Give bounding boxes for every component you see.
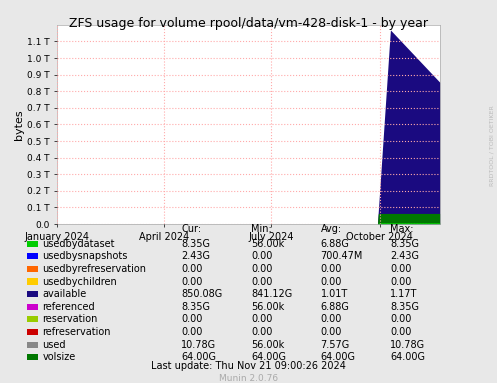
Text: usedbysnapshots: usedbysnapshots (42, 251, 128, 261)
Text: Last update: Thu Nov 21 09:00:26 2024: Last update: Thu Nov 21 09:00:26 2024 (151, 361, 346, 371)
Text: 0.00: 0.00 (321, 314, 342, 324)
Text: Munin 2.0.76: Munin 2.0.76 (219, 374, 278, 383)
Text: usedbychildren: usedbychildren (42, 277, 117, 286)
Text: Min:: Min: (251, 224, 272, 234)
Text: used: used (42, 340, 66, 350)
Text: 0.00: 0.00 (321, 277, 342, 286)
Text: refreservation: refreservation (42, 327, 111, 337)
Text: Max:: Max: (390, 224, 414, 234)
Text: 8.35G: 8.35G (390, 302, 419, 312)
Text: 0.00: 0.00 (251, 264, 272, 274)
Text: 2.43G: 2.43G (181, 251, 210, 261)
Text: 0.00: 0.00 (251, 327, 272, 337)
Text: 56.00k: 56.00k (251, 302, 284, 312)
Text: 0.00: 0.00 (321, 264, 342, 274)
Text: 1.17T: 1.17T (390, 289, 417, 299)
Text: 0.00: 0.00 (181, 314, 203, 324)
Text: 2.43G: 2.43G (390, 251, 419, 261)
Text: usedbydataset: usedbydataset (42, 239, 115, 249)
Text: 64.00G: 64.00G (321, 352, 355, 362)
Text: 0.00: 0.00 (321, 327, 342, 337)
Text: 0.00: 0.00 (251, 314, 272, 324)
Text: 0.00: 0.00 (390, 277, 412, 286)
Text: 0.00: 0.00 (390, 314, 412, 324)
Text: ZFS usage for volume rpool/data/vm-428-disk-1 - by year: ZFS usage for volume rpool/data/vm-428-d… (69, 17, 428, 30)
Text: 841.12G: 841.12G (251, 289, 292, 299)
Text: 0.00: 0.00 (251, 277, 272, 286)
Text: 56.00k: 56.00k (251, 239, 284, 249)
Text: 0.00: 0.00 (390, 327, 412, 337)
Text: 64.00G: 64.00G (251, 352, 286, 362)
Text: 6.88G: 6.88G (321, 239, 349, 249)
Text: 0.00: 0.00 (251, 251, 272, 261)
Text: 6.88G: 6.88G (321, 302, 349, 312)
Text: Cur:: Cur: (181, 224, 201, 234)
Text: 700.47M: 700.47M (321, 251, 363, 261)
Text: 0.00: 0.00 (181, 327, 203, 337)
Text: 0.00: 0.00 (390, 264, 412, 274)
Text: 8.35G: 8.35G (181, 239, 210, 249)
Text: 0.00: 0.00 (181, 277, 203, 286)
Y-axis label: bytes: bytes (14, 109, 24, 140)
Text: reservation: reservation (42, 314, 97, 324)
Text: 0.00: 0.00 (181, 264, 203, 274)
Text: 8.35G: 8.35G (181, 302, 210, 312)
Text: referenced: referenced (42, 302, 95, 312)
Text: volsize: volsize (42, 352, 76, 362)
Text: 1.01T: 1.01T (321, 289, 348, 299)
Text: 56.00k: 56.00k (251, 340, 284, 350)
Text: available: available (42, 289, 86, 299)
Text: 10.78G: 10.78G (181, 340, 217, 350)
Text: 64.00G: 64.00G (390, 352, 425, 362)
Text: 850.08G: 850.08G (181, 289, 223, 299)
Text: usedbyrefreservation: usedbyrefreservation (42, 264, 146, 274)
Text: 10.78G: 10.78G (390, 340, 425, 350)
Text: Avg:: Avg: (321, 224, 342, 234)
Text: 7.57G: 7.57G (321, 340, 350, 350)
Text: 64.00G: 64.00G (181, 352, 216, 362)
Text: 8.35G: 8.35G (390, 239, 419, 249)
Text: RRDTOOL / TOBI OETIKER: RRDTOOL / TOBI OETIKER (490, 105, 495, 186)
